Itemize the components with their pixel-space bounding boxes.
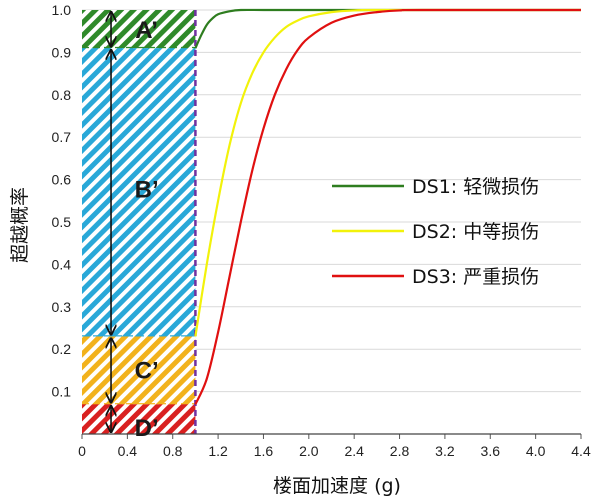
zone-c-label: C’	[135, 357, 159, 384]
legend-label-ds3: DS3: 严重损伤	[412, 266, 539, 288]
x-tick-label: 0.4	[118, 443, 138, 459]
x-tick-label: 1.6	[254, 443, 274, 459]
series-lines	[194, 8, 582, 405]
legend: DS1: 轻微损伤 DS2: 中等损伤 DS3: 严重损伤	[332, 176, 539, 288]
y-tick-label: 0.2	[52, 341, 72, 357]
zone-labels: A’ B’ C’ D’	[135, 17, 159, 442]
x-tick-label: 2.0	[299, 443, 319, 459]
x-tick-label: 2.8	[390, 443, 410, 459]
zone-d-label: D’	[135, 415, 159, 442]
zone-d-area	[82, 404, 196, 434]
x-tick-label: 2.4	[344, 443, 364, 459]
series-line-ds1	[194, 8, 581, 49]
y-tick-label: 0.1	[52, 384, 72, 400]
y-tick-label: 0.8	[52, 87, 72, 103]
x-tick-label: 0.8	[163, 443, 183, 459]
x-tick-label: 1.2	[208, 443, 228, 459]
zone-c-area	[82, 336, 196, 405]
x-tick-label: 4.0	[526, 443, 546, 459]
y-tick-label: 1.0	[52, 2, 72, 18]
y-tick-label: 0.9	[52, 44, 72, 60]
x-tick-label: 4.4	[571, 443, 591, 459]
probability-zones	[82, 10, 197, 434]
zone-a-area	[82, 10, 196, 49]
legend-label-ds2: DS2: 中等损伤	[412, 221, 539, 243]
legend-label-ds1: DS1: 轻微损伤	[412, 176, 539, 198]
y-tick-label: 0.4	[52, 256, 72, 272]
y-tick-label: 0.6	[52, 172, 72, 188]
zone-b-label: B’	[135, 176, 159, 203]
y-tick-label: 0.7	[52, 129, 72, 145]
y-tick-label: 0.5	[52, 214, 72, 230]
x-axis-title: 楼面加速度 (g)	[273, 475, 401, 497]
zone-a-label: A’	[135, 17, 158, 44]
y-tick-label: 0.3	[52, 299, 72, 315]
x-tick-label: 0	[78, 443, 86, 459]
series-line-ds3	[194, 8, 582, 405]
x-tick-label: 3.6	[481, 443, 501, 459]
series-line-ds2	[194, 8, 581, 337]
zone-b-area	[82, 48, 196, 337]
axes: 0.1 0.2 0.3 0.4 0.5 0.6 0.7 0.8 0.9 1.0 0 0.4 0.8 1.2…	[52, 2, 591, 459]
y-axis-title: 超越概率	[9, 187, 31, 263]
x-tick-label: 3.2	[435, 443, 455, 459]
